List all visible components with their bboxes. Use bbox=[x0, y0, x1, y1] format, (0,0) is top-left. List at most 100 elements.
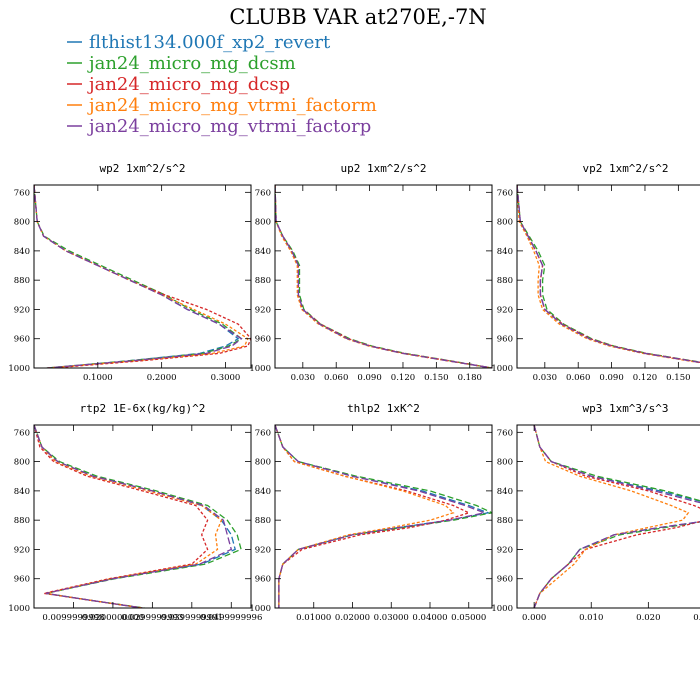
y-tick-label: 800 bbox=[14, 218, 30, 228]
series-line bbox=[517, 185, 700, 363]
y-tick-label: 920 bbox=[497, 545, 513, 555]
x-tick-label: 0.150 bbox=[424, 373, 448, 383]
legend-label: jan24_micro_mg_dcsm bbox=[87, 53, 296, 74]
panel-title: up2 1xm^2/s^2 bbox=[340, 162, 426, 175]
x-tick-label: 0.120 bbox=[633, 373, 657, 383]
y-tick-label: 880 bbox=[497, 276, 513, 286]
y-tick-label: 1000 bbox=[8, 604, 30, 614]
series-line bbox=[533, 425, 690, 608]
series-line bbox=[533, 425, 700, 608]
y-tick-label: 1000 bbox=[249, 604, 271, 614]
series-line bbox=[517, 185, 700, 364]
x-tick-label: 0.0499999996 bbox=[200, 613, 262, 623]
panel: wp3 1xm^3/s^3 760 800 840 880 920 960 1000 0.000… bbox=[491, 402, 700, 623]
y-tick-label: 840 bbox=[14, 487, 30, 497]
series-line bbox=[517, 185, 700, 363]
panel-frame bbox=[516, 424, 700, 609]
y-tick-label: 800 bbox=[497, 458, 513, 468]
panel-title: thlp2 1xK^2 bbox=[347, 402, 420, 415]
chart-title: CLUBB VAR at270E,-7N bbox=[229, 5, 486, 29]
series-line bbox=[34, 185, 251, 368]
series-line bbox=[34, 425, 233, 608]
x-tick-label: 0.0200000000 bbox=[82, 613, 144, 623]
series-line bbox=[275, 425, 471, 608]
y-tick-label: 760 bbox=[497, 428, 513, 438]
series-line bbox=[34, 185, 249, 368]
x-tick-label: 0.2000 bbox=[147, 373, 177, 383]
x-tick-label: 0.120 bbox=[391, 373, 415, 383]
legend: flthist134.000f_xp2_revertjan24_micro_mg… bbox=[67, 32, 377, 137]
series-line bbox=[34, 185, 243, 368]
x-tick-label: 0.04000 bbox=[412, 613, 447, 623]
x-tick-label: 0.010 bbox=[579, 613, 603, 623]
y-tick-label: 960 bbox=[14, 335, 30, 345]
x-tick-label: 0.060 bbox=[566, 373, 590, 383]
y-tick-label: 840 bbox=[497, 247, 513, 257]
panel: rtp2 1E-6x(kg/kg)^2 760 800 840 880 920 960 100… bbox=[8, 402, 262, 623]
x-tick-label: 0.0299999993 bbox=[121, 613, 183, 623]
x-tick-label: 0.0399999991 bbox=[161, 613, 223, 623]
panel-title: vp2 1xm^2/s^2 bbox=[582, 162, 668, 175]
y-tick-label: 920 bbox=[14, 305, 30, 315]
series-line bbox=[517, 185, 700, 364]
y-tick-label: 920 bbox=[14, 545, 30, 555]
x-tick-label: 0.0099999998 bbox=[42, 613, 104, 623]
x-tick-label: 0.150 bbox=[666, 373, 690, 383]
panel: thlp2 1xK^2 760 800 840 880 920 960 1000 0.01000… bbox=[249, 402, 493, 623]
y-tick-label: 1000 bbox=[491, 364, 513, 374]
y-tick-label: 920 bbox=[255, 545, 271, 555]
y-tick-label: 760 bbox=[255, 188, 271, 198]
x-tick-label: 0.000 bbox=[522, 613, 546, 623]
y-tick-label: 920 bbox=[497, 305, 513, 315]
x-tick-label: 0.030 bbox=[291, 373, 315, 383]
series-line bbox=[34, 425, 209, 608]
y-tick-label: 880 bbox=[14, 516, 30, 526]
y-tick-label: 840 bbox=[14, 247, 30, 257]
y-tick-label: 760 bbox=[14, 428, 30, 438]
series-line bbox=[275, 425, 492, 608]
y-tick-label: 960 bbox=[497, 575, 513, 585]
series-line bbox=[275, 425, 455, 608]
x-tick-label: 0.090 bbox=[599, 373, 623, 383]
legend-label: flthist134.000f_xp2_revert bbox=[89, 32, 331, 53]
y-tick-label: 1000 bbox=[8, 364, 30, 374]
panels: wp2 1xm^2/s^2 760 800 840 880 920 960 1000 0.100… bbox=[8, 162, 700, 623]
panel-frame bbox=[33, 424, 252, 609]
y-tick-label: 840 bbox=[255, 487, 271, 497]
series-line bbox=[275, 185, 492, 368]
y-tick-label: 760 bbox=[497, 188, 513, 198]
series-line bbox=[34, 185, 243, 368]
series-line bbox=[34, 185, 240, 368]
y-tick-label: 840 bbox=[255, 247, 271, 257]
x-tick-label: 0.01000 bbox=[296, 613, 331, 623]
x-tick-label: 0.02000 bbox=[335, 613, 370, 623]
series-line bbox=[275, 185, 492, 368]
x-tick-label: 0.1000 bbox=[83, 373, 113, 383]
x-tick-label: 0.3000 bbox=[211, 373, 241, 383]
y-tick-label: 1000 bbox=[249, 364, 271, 374]
panel-title: wp3 1xm^3/s^3 bbox=[582, 402, 668, 415]
y-tick-label: 800 bbox=[255, 218, 271, 228]
series-line bbox=[275, 425, 487, 608]
y-tick-label: 840 bbox=[497, 487, 513, 497]
series-line bbox=[533, 425, 700, 608]
y-tick-label: 920 bbox=[255, 305, 271, 315]
y-tick-label: 880 bbox=[497, 516, 513, 526]
panel: vp2 1xm^2/s^2 760 800 840 880 920 960 1000 0.030… bbox=[491, 162, 700, 383]
series-line bbox=[275, 185, 492, 368]
panel-frame bbox=[516, 184, 700, 369]
series-line bbox=[34, 425, 242, 608]
y-tick-label: 1000 bbox=[491, 604, 513, 614]
x-tick-label: 0.020 bbox=[636, 613, 660, 623]
y-tick-label: 760 bbox=[255, 428, 271, 438]
y-tick-label: 960 bbox=[255, 335, 271, 345]
series-line bbox=[34, 425, 223, 608]
x-tick-label: 0.05000 bbox=[451, 613, 486, 623]
panel: wp2 1xm^2/s^2 760 800 840 880 920 960 1000 0.100… bbox=[8, 162, 252, 383]
series-line bbox=[517, 185, 700, 364]
panel-title: rtp2 1E-6x(kg/kg)^2 bbox=[80, 402, 206, 415]
y-tick-label: 800 bbox=[497, 218, 513, 228]
y-tick-label: 960 bbox=[14, 575, 30, 585]
series-line bbox=[533, 425, 700, 608]
x-tick-label: 0.03000 bbox=[374, 613, 409, 623]
